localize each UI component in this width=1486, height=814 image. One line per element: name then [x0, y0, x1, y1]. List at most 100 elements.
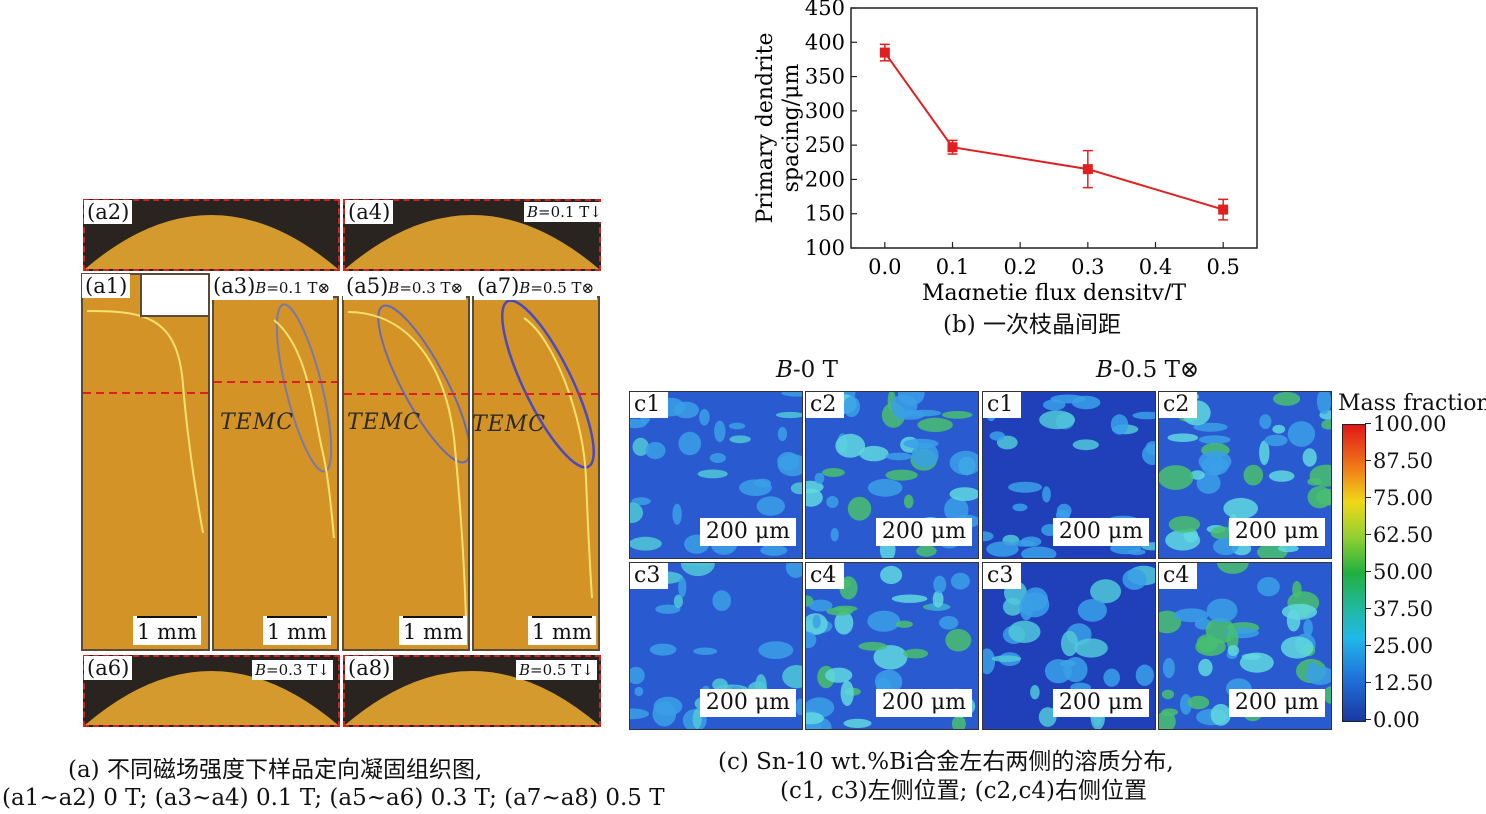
colorbar-tick-mark [1365, 645, 1371, 646]
tile-scalebar: 200 μm [1228, 689, 1325, 717]
eds-map-tile: c1 200 μm [982, 391, 1156, 559]
x-axis-label: Magnetie flux density/T [922, 281, 1186, 300]
scalebar-a7: 1 mm [528, 616, 596, 645]
eds-map-tile: c2 200 μm [805, 391, 979, 559]
plot-frame [850, 7, 1258, 249]
colorbar-tick-label: 12.50 [1373, 671, 1434, 695]
colorbar-tick-label: 50.00 [1373, 560, 1434, 584]
tile-label: c3 [983, 563, 1022, 589]
tile-label: c2 [806, 392, 845, 418]
colorbar-tick-label: 100.00 [1373, 412, 1447, 436]
section-a3 [212, 296, 339, 651]
data-point [947, 142, 958, 153]
series-line [883, 52, 1224, 211]
colorbar-tick-mark [1365, 608, 1371, 609]
data-point [1082, 164, 1093, 175]
scalebar-a3: 1 mm [263, 616, 331, 645]
colorbar-tick-mark [1365, 571, 1371, 572]
eds-map-tile: c1 200 μm [629, 391, 803, 559]
tile-scalebar: 200 μm [875, 518, 972, 546]
section-a5 [342, 296, 470, 651]
arrow-down-icon: ↓ [581, 661, 594, 679]
arrow-down-icon: ↓ [317, 661, 330, 679]
group-label-b05: B-0.5 T⊗ [1096, 357, 1200, 383]
x-tick-label: 0.2 [1003, 255, 1036, 279]
tile-label: c4 [1159, 563, 1198, 589]
y-tick-label: 150 [805, 202, 845, 226]
eds-map-tile: c4 200 μm [805, 562, 979, 730]
colorbar-tick-mark [1365, 719, 1371, 720]
x-tick-label: 0.1 [936, 255, 969, 279]
colorbar-tick-mark [1365, 682, 1371, 683]
tile-scalebar: 200 μm [1228, 518, 1325, 546]
temc-label-a3: TEMC [220, 410, 295, 435]
field-a4: B=0.1 T↓ [524, 202, 605, 222]
colorbar-tick-label: 25.00 [1373, 634, 1434, 658]
y-tick-label: 400 [805, 30, 845, 54]
eds-map-tile: c3 200 μm [629, 562, 803, 730]
caption-a-line1: (a) 不同磁场强度下样品定向凝固组织图, [68, 757, 483, 783]
tile-scalebar: 200 μm [1052, 518, 1149, 546]
label-a8: (a8) [345, 656, 394, 680]
x-tick-label: 0.5 [1206, 255, 1239, 279]
arrow-down-icon: ↓ [589, 203, 602, 221]
temc-label-a7: TEMC [472, 412, 547, 437]
x-tick-label: 0.3 [1071, 255, 1104, 279]
y-tick-label: 450 [805, 0, 845, 20]
tile-scalebar: 200 μm [699, 518, 796, 546]
dome-a2 [83, 199, 340, 271]
scalebar-a5: 1 mm [399, 616, 467, 645]
label-a2: (a2) [84, 200, 133, 224]
colorbar-tick-mark [1365, 423, 1371, 424]
scalebar-a1: 1 mm [133, 616, 201, 645]
tile-scalebar: 200 μm [875, 689, 972, 717]
colorbar-tick-label: 0.00 [1373, 708, 1420, 732]
eds-map-tile: c3 200 μm [982, 562, 1156, 730]
colorbar [1342, 424, 1366, 722]
label-a4: (a4) [345, 200, 394, 224]
tile-label: c1 [630, 392, 669, 418]
dendrite-spacing-chart: 100 150 200 250 300 350 400 450 0.0 0.1 0.2 0.3 0.4 0… [753, 0, 1258, 300]
colorbar-tick-label: 87.50 [1373, 449, 1434, 473]
colorbar-tick-label: 62.50 [1373, 523, 1434, 547]
label-a5: (a5)B=0.3 T⊗ [343, 274, 467, 300]
field-a6: B=0.3 T↓ [252, 660, 333, 680]
y-tick-label: 200 [805, 167, 845, 191]
data-point [1218, 204, 1229, 215]
eds-map-tile: c4 200 μm [1158, 562, 1332, 730]
y-axis-label-line1: Primary dendrite [753, 32, 778, 223]
eds-map-tile: c2 200 μm [1158, 391, 1332, 559]
tile-label: c3 [630, 563, 669, 589]
tile-label: c1 [983, 392, 1022, 418]
colorbar-tick-mark [1365, 497, 1371, 498]
colorbar-tick-label: 37.50 [1373, 597, 1434, 621]
x-tick-label: 0.0 [868, 255, 901, 279]
colorbar-tick-mark [1365, 534, 1371, 535]
tile-scalebar: 200 μm [1052, 689, 1149, 717]
caption-c-line2: (c1, c3)左侧位置; (c2,c4)右侧位置 [780, 778, 1147, 804]
caption-a-line2: (a1~a2) 0 T; (a3~a4) 0.1 T; (a5~a6) 0.3 … [2, 785, 665, 811]
y-axis-label-line2: spacing/μm [779, 64, 804, 193]
caption-b: (b) 一次枝晶间距 [943, 312, 1121, 338]
colorbar-tick-mark [1365, 460, 1371, 461]
y-tick-label: 300 [805, 99, 845, 123]
label-a3: (a3)B=0.1 T⊗ [210, 274, 334, 300]
data-point [879, 47, 890, 58]
colorbar-title: Mass fraction [1338, 391, 1486, 416]
tile-label: c4 [806, 563, 845, 589]
label-a6: (a6) [84, 656, 133, 680]
colorbar-tick-label: 75.00 [1373, 486, 1434, 510]
x-tick-label: 0.4 [1139, 255, 1172, 279]
label-a7: (a7)B=0.5 T⊗ [474, 274, 598, 300]
y-tick-label: 100 [805, 236, 845, 260]
field-a8: B=0.5 T↓ [516, 660, 597, 680]
tile-scalebar: 200 μm [699, 689, 796, 717]
section-a1 [81, 273, 210, 651]
group-label-b0: B-0 T [776, 357, 838, 383]
temc-label-a5: TEMC [347, 410, 422, 435]
tile-label: c2 [1159, 392, 1198, 418]
y-tick-label: 350 [805, 65, 845, 89]
section-a1-notch [140, 273, 210, 317]
caption-c-line1: (c) Sn-10 wt.%Bi合金左右两侧的溶质分布, [718, 749, 1174, 775]
y-tick-label: 250 [805, 133, 845, 157]
